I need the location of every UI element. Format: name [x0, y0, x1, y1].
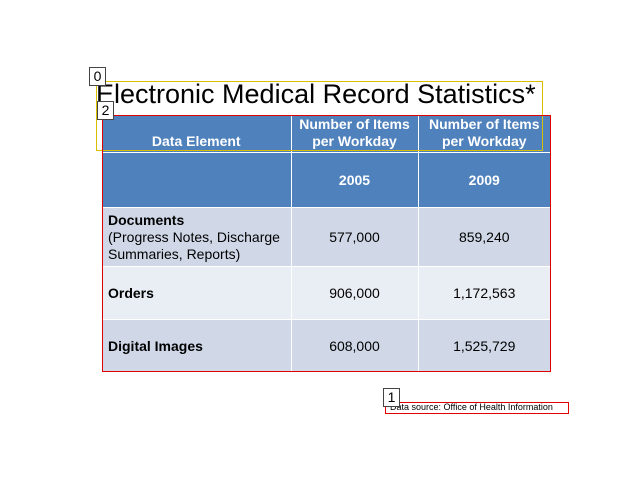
slide-title: Electronic Medical Record Statistics* [96, 79, 536, 109]
row-orders-2005: 906,000 [291, 266, 419, 320]
row-digital-images-element: Digital Images [102, 319, 292, 372]
statistics-table: Data Element Number of Items per Workday… [102, 116, 550, 372]
row-orders-name: Orders [108, 284, 154, 301]
header-year-2009: 2009 [418, 152, 550, 208]
row-digital-images-2005: 608,000 [291, 319, 419, 372]
row-orders-element: Orders [102, 266, 292, 320]
table-header-row: Data Element Number of Items per Workday… [102, 116, 550, 153]
header-year-blank [102, 152, 292, 208]
statistics-table-container: Data Element Number of Items per Workday… [102, 116, 550, 372]
table-row: Orders 906,000 1,172,563 [102, 266, 550, 320]
row-documents-detail: (Progress Notes, Discharge Summaries, Re… [108, 228, 280, 262]
annotation-label-1: 1 [383, 388, 400, 407]
annotation-label-0: 0 [89, 67, 106, 86]
data-source-note: Data source: Office of Health Informatio… [390, 402, 553, 412]
header-items-per-workday-2009: Number of Items per Workday [418, 116, 550, 153]
row-orders-2009: 1,172,563 [418, 266, 550, 320]
row-documents-element: Documents (Progress Notes, Discharge Sum… [102, 207, 292, 267]
annotation-label-2: 2 [97, 101, 114, 120]
header-items-per-workday-2005: Number of Items per Workday [291, 116, 419, 153]
row-documents-name: Documents [108, 211, 185, 228]
header-year-2005: 2005 [291, 152, 419, 208]
row-digital-images-name: Digital Images [108, 337, 203, 354]
table-row: Digital Images 608,000 1,525,729 [102, 319, 550, 372]
row-digital-images-2009: 1,525,729 [418, 319, 550, 372]
table-row: Documents (Progress Notes, Discharge Sum… [102, 207, 550, 267]
row-documents-2009: 859,240 [418, 207, 550, 267]
table-year-row: 2005 2009 [102, 152, 550, 208]
row-documents-2005: 577,000 [291, 207, 419, 267]
header-data-element: Data Element [102, 116, 292, 153]
